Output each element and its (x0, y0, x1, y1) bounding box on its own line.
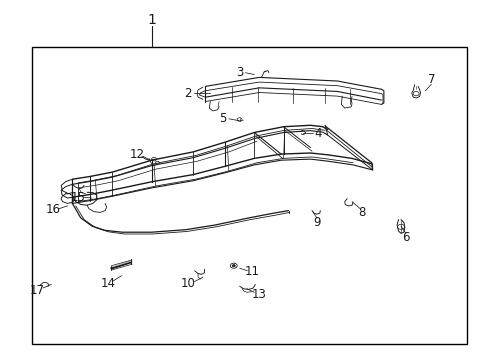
Bar (32, 47, 466, 344)
Text: 16: 16 (45, 203, 60, 216)
Text: 14: 14 (101, 277, 116, 290)
Text: 10: 10 (181, 277, 195, 290)
Text: 6: 6 (401, 231, 409, 244)
Text: 4: 4 (313, 127, 321, 140)
Text: 9: 9 (312, 216, 320, 229)
Text: 11: 11 (244, 265, 259, 278)
Text: 5: 5 (218, 112, 226, 125)
Text: 3: 3 (235, 66, 243, 78)
Text: 2: 2 (184, 87, 192, 100)
Text: 7: 7 (427, 73, 434, 86)
Text: 8: 8 (357, 206, 365, 219)
Text: 17: 17 (29, 284, 44, 297)
Text: 13: 13 (251, 288, 266, 301)
Text: 12: 12 (129, 148, 144, 161)
Text: 1: 1 (147, 13, 156, 27)
Text: 15: 15 (71, 191, 85, 204)
Circle shape (232, 265, 235, 267)
